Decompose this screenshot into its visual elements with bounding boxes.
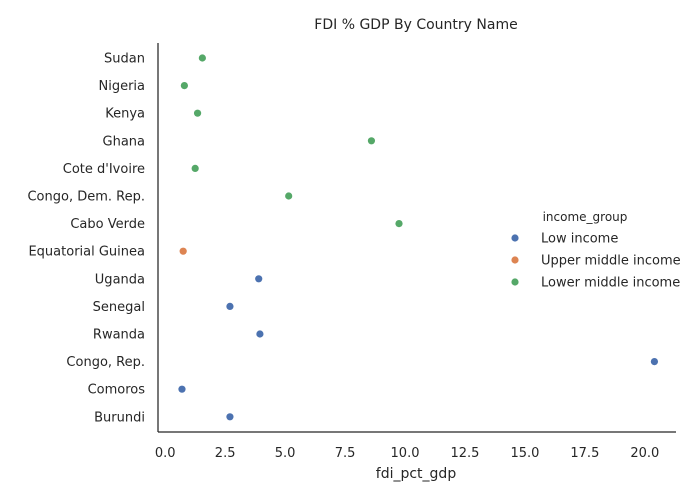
x-axis-ticks: 0.0 2.5 5.0 7.5 10.0 12.5 15.0 17.5 20.0 <box>155 446 659 461</box>
legend-items: Low income Upper middle income Lower middl… <box>511 232 681 291</box>
data-point <box>255 275 263 283</box>
y-tick-label: Uganda <box>95 272 145 287</box>
x-tick-label: 20.0 <box>630 446 659 461</box>
y-tick-label: Sudan <box>104 52 145 67</box>
y-tick-label: Cote d'Ivoire <box>63 162 145 177</box>
y-tick-label: Ghana <box>103 134 146 149</box>
data-point <box>256 330 264 338</box>
y-tick-label: Senegal <box>93 300 145 315</box>
data-point <box>226 302 234 310</box>
y-tick-label: Congo, Rep. <box>66 355 145 370</box>
data-point <box>193 109 202 117</box>
y-tick-label: Equatorial Guinea <box>28 245 145 260</box>
legend-label: Low income <box>541 232 618 247</box>
data-point <box>285 192 293 200</box>
legend-title: income_group <box>543 210 628 224</box>
legend-label: Upper middle income <box>541 254 681 269</box>
data-point <box>180 82 188 90</box>
x-tick-label: 2.5 <box>215 446 236 461</box>
data-point <box>367 137 376 145</box>
data-point <box>179 247 187 255</box>
x-tick-label: 0.0 <box>155 446 176 461</box>
y-tick-label: Kenya <box>105 107 145 122</box>
y-tick-label: Burundi <box>94 410 145 425</box>
legend-marker <box>511 234 519 242</box>
data-point <box>395 220 403 228</box>
legend-label: Lower middle income <box>541 276 680 291</box>
y-tick-label: Rwanda <box>93 328 145 343</box>
x-axis-title: fdi_pct_gdp <box>376 466 457 482</box>
data-point <box>191 164 199 172</box>
y-tick-label: Comoros <box>88 383 146 398</box>
x-tick-label: 10.0 <box>391 446 420 461</box>
y-tick-label: Nigeria <box>98 79 145 94</box>
legend-marker <box>511 256 519 264</box>
x-tick-label: 5.0 <box>275 446 296 461</box>
chart-title: FDI % GDP By Country Name <box>314 17 517 33</box>
x-tick-label: 7.5 <box>335 446 356 461</box>
y-tick-label: Cabo Verde <box>70 217 145 232</box>
x-tick-label: 17.5 <box>570 446 599 461</box>
x-tick-label: 15.0 <box>510 446 539 461</box>
y-tick-label: Congo, Dem. Rep. <box>27 190 145 205</box>
data-point <box>178 385 186 393</box>
data-point <box>198 54 206 62</box>
y-axis-ticks: Sudan Nigeria Kenya Ghana Cote d'Ivoire Congo… <box>27 52 145 426</box>
data-points <box>178 54 659 421</box>
data-point <box>226 413 234 421</box>
x-tick-label: 12.5 <box>450 446 479 461</box>
data-point <box>650 358 659 366</box>
legend-marker <box>511 278 519 286</box>
legend: income_group Low income Upper middle inco… <box>511 210 681 291</box>
